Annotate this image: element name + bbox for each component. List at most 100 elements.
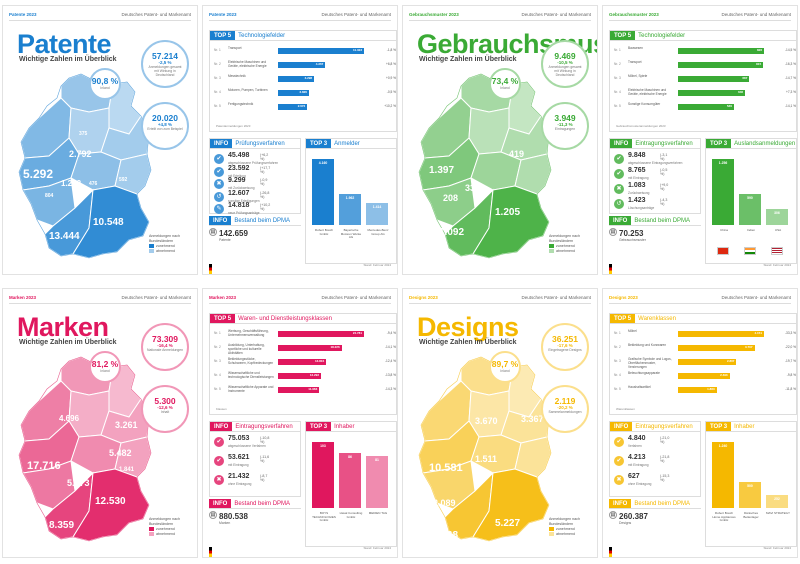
top5-label: Bauwesen [628,46,643,50]
info-panel: INFO Eintragungsverfahren ✔ 9.848 (-3,1 %) ab… [609,138,701,214]
header-org: Deutsches Patent- und Markenamt [121,295,191,300]
stock-label: Gebrauchsmuster [619,238,646,242]
legend-title: Anmeldungen nach Bundesländern [149,234,180,243]
top5-heading: Technologiefelder [238,33,286,39]
info-row-icon: ✔ [614,154,624,164]
info-heading: Eintragungsverfahren [235,424,293,430]
top5-bar: 2.807 [678,359,737,365]
top5-row: Nr. 4 Wissenschaftliche und technologisch… [214,371,396,381]
top5-bar-value: 536 [726,104,732,108]
top5-bar: 4.367 [278,62,326,68]
page-tag: Gebrauchsmuster 2023 [609,12,659,17]
state-value-label: 17.716 [27,460,61,472]
top5-label: Werbung, Geschäftsführung, Unternehmensv… [228,329,269,337]
top5-bar-value: 13.804 [314,359,325,363]
top5-bar: 815 [678,62,764,68]
top5-title: TOP 5 Technologiefelder [610,31,796,41]
header-org: Deutsches Patent- und Markenamt [321,295,391,300]
stat-change: +4,8 % [157,121,173,127]
germany-map: 5.292 2.792 1.202 375 804 476 592 13.444 10.548 [9,68,167,264]
page-title: Patente [17,29,112,59]
top5-label: Haushaltsartikel [628,385,651,389]
state-value-label: 419 [509,149,525,159]
stock-label: Marken [219,521,231,525]
legend-title: Anmeldungen nach Bundesländern [549,517,580,526]
info-label: mit Eintragung [628,176,649,180]
top5-tag: TOP 5 [610,31,636,40]
top3-title: TOP 3 Inhaber [306,422,396,432]
top3-heading: Inhaber [734,424,755,430]
state-value-label: 10.548 [93,217,124,228]
legend-label: zunehmend [556,244,575,248]
top3-bar-label: China [720,228,728,232]
page-header: Marken 2023 Deutsches Patent- und Markena… [209,292,391,304]
top5-tag: TOP 5 [610,314,636,323]
top5-panel: TOP 5 Warenklassen Nr. 1 Möbel 4.151 -33,3 % N… [609,313,797,415]
top3-bar [712,442,734,508]
total-applications-circle: 73.309 -16,4 % Nationale Anmeldungen [141,323,189,371]
state-value-label: 1.205 [495,207,521,218]
info-panel: INFO Prüfungsverfahren ✔ 45.498 (+6,2 %) abge… [209,138,301,215]
info-tag: INFO [210,422,233,431]
stat-value: 20.020 [152,112,178,123]
top5-bar-value: 18.226 [330,345,340,349]
state-value-label: 5.227 [495,518,521,529]
legend-swatch-increase [149,527,154,532]
top5-change: -0,5 % [386,90,396,94]
gebrauchsmuster-map-page: Gebrauchsmuster 2023 Deutsches Patent- un… [402,5,598,275]
stat-change: -17,6 % [557,342,573,348]
top5-bar: 687 [678,76,750,82]
legend-item-decrease: abnehmend [549,249,597,254]
top5-footnote: Klassen [216,407,227,411]
header-org: Deutsches Patent- und Markenamt [721,295,791,300]
top5-label: Bekleidung und Kurzwaren [628,343,667,347]
info-value: 4.840 [628,435,646,442]
info-value: 627 [628,473,640,480]
info-row-icon: ✔ [214,166,224,177]
top5-change: +7,3 % [785,90,796,94]
state-value-label: 3.367 [521,414,544,424]
top3-bar-label: Robert Bosch Home Appliances GmbH [712,511,736,523]
state-value-label: 8.359 [49,520,75,531]
info-value: 45.498 [228,152,250,159]
page-header: Patente 2023 Deutsches Patent- und Marken… [209,9,391,21]
india-flag-icon [744,247,756,255]
info-change: (-4,3 %) [660,198,668,206]
top3-bar [312,159,334,225]
top3-bar-label: BOYS TECHNOLOGIES GmbH [312,511,336,523]
top5-row: Nr. 5 Sonstige Konsumgüter 536 -14,1 % [614,102,796,112]
top5-bar: 18.226 [278,345,342,351]
marken-map-page: Marken 2023 Deutsches Patent- und Markena… [2,288,198,558]
top5-row: Nr. 5 Fertigungstechnik 2.672 +10,2 % [214,102,396,112]
page-tag: Patente 2023 [209,12,237,17]
germany-outline [418,73,552,259]
info-value: 21.432 [228,473,250,480]
top3-chart-area: 1.240 500 252 [712,438,792,508]
info-title: INFO Prüfungsverfahren [210,139,300,149]
stock-panel: INFO Bestand beim DPMA ▤ 880.538 Marken [209,499,301,547]
stat-value: 5.300 [154,395,176,406]
german-flag-icon [209,264,212,274]
top3-bar-value: 252 [774,496,780,501]
top5-bar: 826 [678,48,764,54]
top3-bar-value: 500 [747,483,753,488]
top3-bar [366,202,388,225]
germany-outline [418,356,552,542]
stock-tag: INFO [609,216,632,225]
top5-bar-value: 2.493 [720,373,728,377]
top5-rank: Nr. 3 [214,76,221,80]
top3-bar-value: 86 [348,455,352,460]
top5-label: Beleuchtungsapparate [628,371,660,375]
legend-label: zunehmend [156,527,175,531]
info-label: abgeschlossene Prüfungsverfahren [228,161,279,165]
info-panel: INFO Eintragungsverfahren ✔ 75.053 (-10,8 %)… [209,421,301,497]
info-change: (+17,7 %) [260,165,271,174]
top5-bar: 646 [678,90,746,96]
top5-rank: Nr. 1 [614,48,621,52]
page-title: Marken [17,312,109,342]
stock-heading: Bestand beim DPMA [234,218,291,224]
top3-bar-label: Haval Consulting GmbH [339,511,363,519]
top5-heading: Technologiefelder [638,33,686,39]
info-label: neue Prüfungsanträge [228,211,260,215]
state-value-label: 208 [443,193,459,203]
